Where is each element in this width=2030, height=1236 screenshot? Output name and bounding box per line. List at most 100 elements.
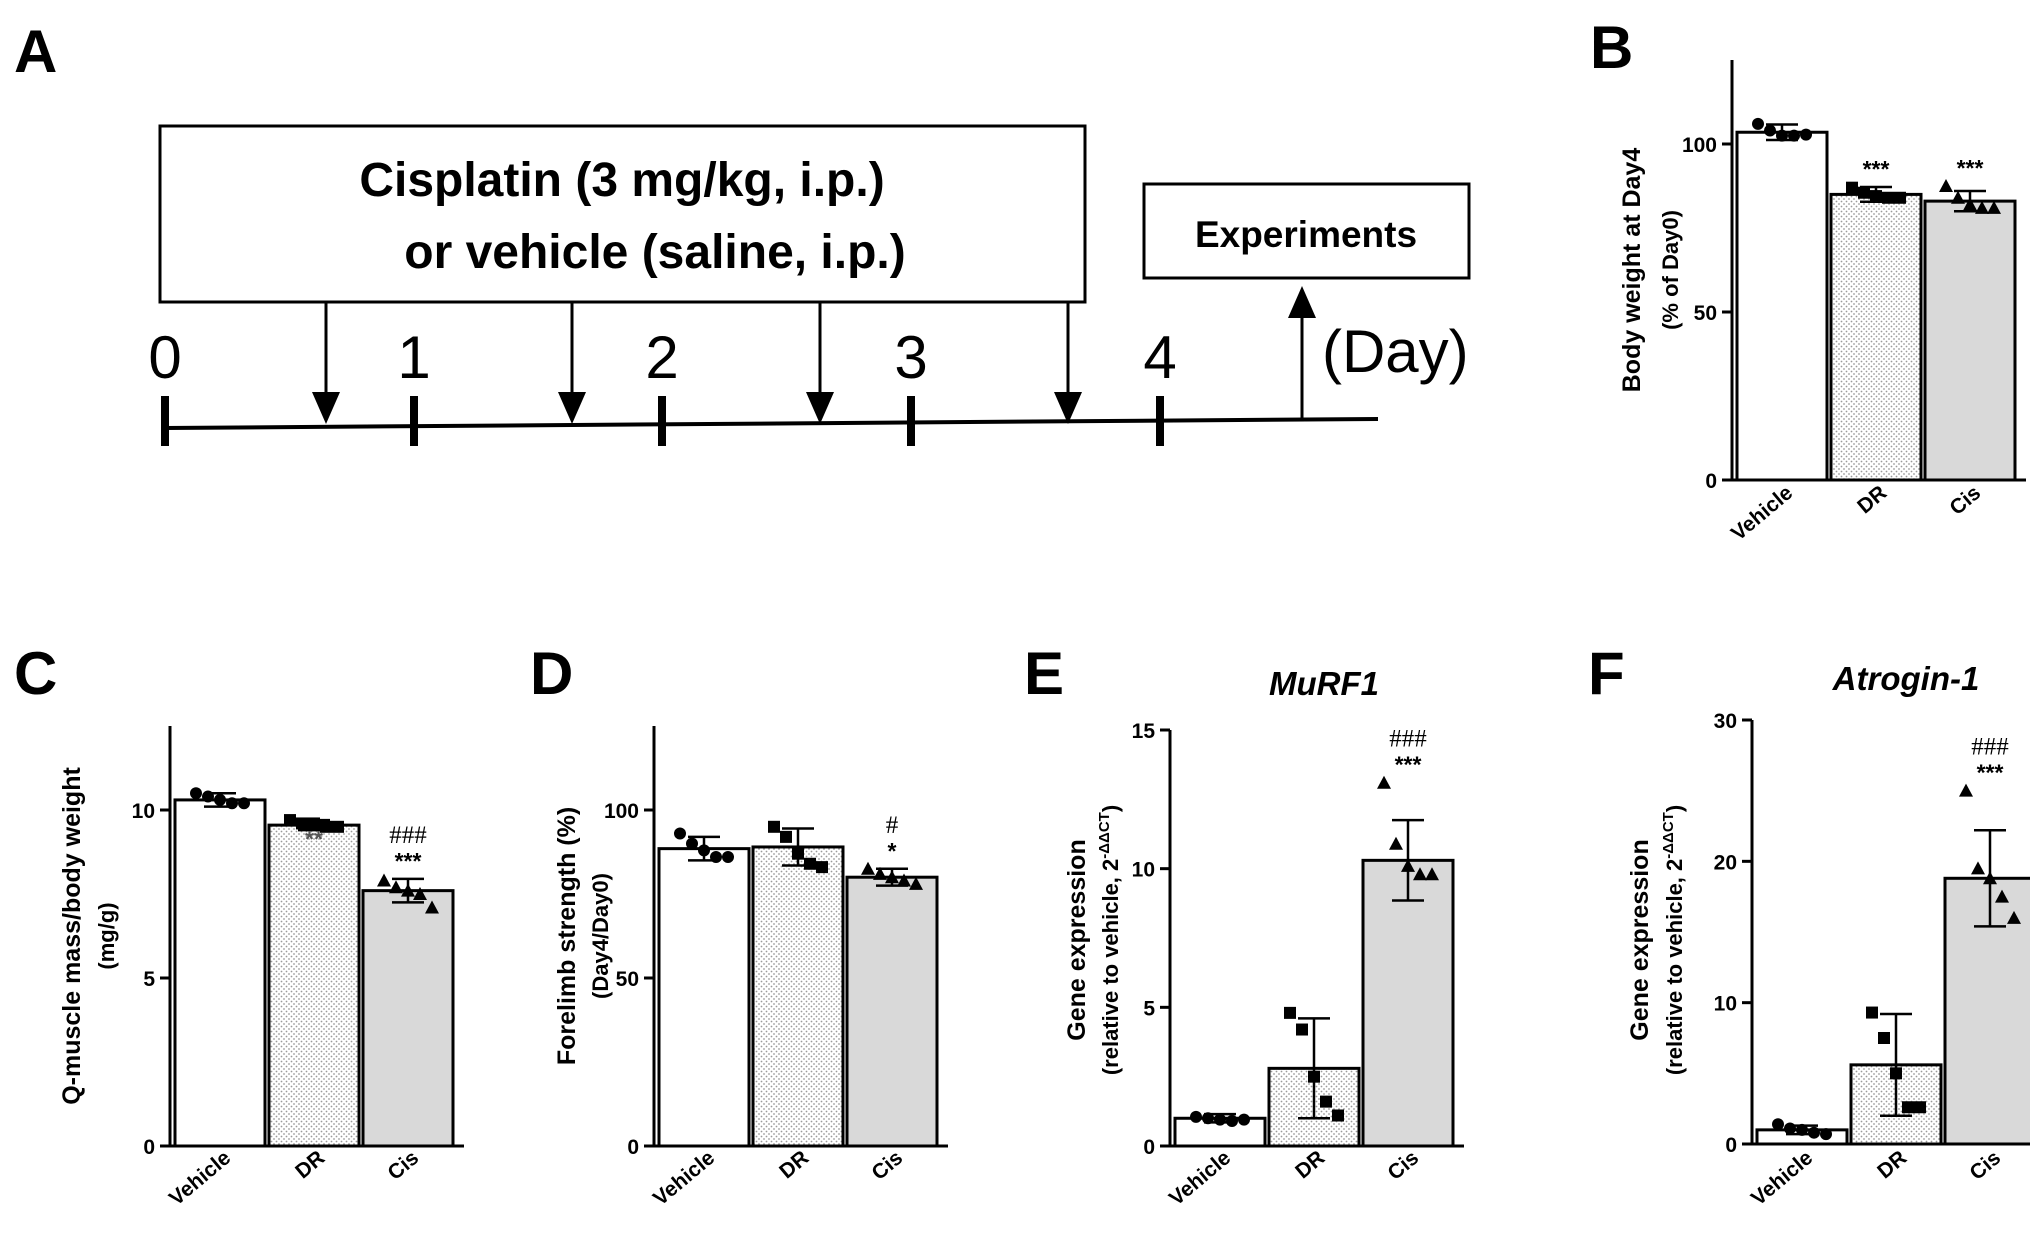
y-tick-label-1: 50: [616, 968, 639, 991]
data-point-1-2: [1308, 1070, 1320, 1083]
data-point-0-2: [1796, 1123, 1808, 1136]
day-number-3: 3: [894, 324, 927, 391]
significance-stars-1: **: [305, 826, 323, 852]
significance-stars-2: *: [888, 838, 897, 864]
y-axis-sublabel: (% of Day0): [1658, 210, 1683, 330]
data-point-1-3: [1320, 1095, 1332, 1108]
category-label-dr: DR: [775, 1146, 813, 1183]
data-point-1-4: [332, 820, 344, 833]
day-number-0: 0: [148, 324, 181, 391]
data-point-0-0: [190, 787, 202, 800]
data-point-1-0: [768, 820, 780, 833]
y-tick-label-0: 0: [1705, 470, 1717, 493]
data-point-1-1: [1858, 186, 1870, 199]
data-point-0-0: [1752, 117, 1764, 130]
data-point-2-1: [1951, 190, 1965, 204]
data-point-2-0: [1377, 775, 1391, 789]
data-point-2-3: [1995, 889, 2009, 903]
category-label-dr: DR: [291, 1146, 329, 1183]
data-point-0-0: [674, 827, 686, 840]
data-point-2-0: [1959, 783, 1973, 797]
data-point-0-4: [1800, 128, 1812, 141]
data-point-0-2: [1214, 1113, 1226, 1126]
data-point-0-4: [1238, 1113, 1250, 1126]
data-point-2-4: [2007, 910, 2021, 924]
panel-label-c: C: [14, 640, 57, 707]
timeline-axis: 0 1 2 3 4 (Day): [148, 286, 1469, 446]
category-label-cis: Cis: [1965, 1146, 2005, 1185]
data-point-1-0: [1866, 1006, 1878, 1019]
data-point-2-2: [401, 883, 415, 897]
data-point-1-0: [284, 814, 296, 827]
category-label-cis: Cis: [383, 1146, 423, 1185]
y-axis-sublabel: (Day4/Day0): [588, 873, 613, 999]
y-tick-label-0: 0: [1143, 1136, 1155, 1159]
category-label-dr: DR: [1853, 481, 1891, 518]
data-point-1-4: [1894, 191, 1906, 204]
bar-cis: [845, 875, 939, 1148]
y-tick-label-1: 10: [1714, 993, 1737, 1016]
experiment-arrowhead: [1288, 286, 1316, 318]
day-number-4: 4: [1143, 324, 1176, 391]
treatment-line-2: or vehicle (saline, i.p.): [404, 226, 906, 279]
data-point-0-1: [686, 837, 698, 850]
bar-dr: [267, 823, 361, 1148]
data-point-2-2: [885, 870, 899, 884]
y-tick-label-3: 15: [1132, 720, 1156, 743]
y-tick-label-3: 30: [1714, 710, 1737, 733]
y-tick-label-2: 10: [1132, 859, 1155, 882]
experiments-box: [1142, 182, 1471, 280]
y-axis-sublabel-text: (relative to vehicle, 2: [1662, 859, 1687, 1075]
data-point-0-3: [1808, 1126, 1820, 1139]
data-point-1-3: [320, 820, 332, 833]
data-point-1-3: [1902, 1101, 1914, 1114]
y-tick-label-0: 0: [143, 1136, 155, 1159]
dose-arrowhead-2: [806, 392, 834, 424]
y-axis-sublabel: (relative to vehicle, 2-ΔΔCT): [1096, 805, 1123, 1075]
data-point-0-3: [226, 797, 238, 810]
y-axis-sublabel-text: (mg/g): [94, 902, 119, 969]
data-point-0-3: [1226, 1115, 1238, 1128]
data-point-2-2: [1401, 858, 1415, 872]
data-point-2-0: [1939, 179, 1953, 192]
significance-stars-2: ***: [1977, 760, 2004, 786]
y-axis-sublabel-text: (relative to vehicle, 2: [1098, 859, 1123, 1075]
data-point-1-2: [1890, 1067, 1902, 1080]
data-point-2-4: [1425, 867, 1439, 881]
significance-hash-2: ###: [1971, 734, 2009, 761]
y-axis-sublabel-exponent: -ΔΔCT: [1096, 812, 1113, 859]
data-point-2-1: [1971, 861, 1985, 875]
y-tick-label-0: 0: [627, 1136, 639, 1159]
data-point-2-3: [1975, 200, 1989, 214]
y-axis-label: Gene expression: [1063, 839, 1091, 1040]
data-point-2-4: [1987, 200, 2001, 214]
y-axis-sublabel-exponent: -ΔΔCT: [1660, 812, 1677, 859]
category-label-dr: DR: [1873, 1146, 1911, 1183]
data-point-1-2: [792, 847, 804, 860]
y-axis-sublabel-text: (Day4/Day0): [588, 873, 613, 999]
bar-dr: [1829, 192, 1923, 482]
experiments-label: Experiments: [1195, 214, 1417, 255]
y-tick-label-2: 20: [1714, 851, 1737, 874]
chart-title: MuRF1: [1269, 665, 1379, 702]
data-point-2-0: [377, 873, 391, 887]
bar-cis: [361, 889, 455, 1148]
data-point-0-1: [1784, 1122, 1796, 1135]
y-axis-label: Body weight at Day4: [1618, 148, 1646, 393]
category-label-vehicle: Vehicle: [1747, 1146, 1817, 1210]
data-point-0-0: [1190, 1110, 1202, 1123]
y-tick-label-2: 100: [604, 800, 639, 823]
data-point-2-2: [1983, 871, 1997, 885]
data-point-1-2: [1870, 190, 1882, 203]
data-point-1-4: [1914, 1101, 1926, 1114]
data-point-2-1: [1389, 836, 1403, 850]
day-number-2: 2: [645, 324, 678, 391]
data-point-1-0: [1284, 1006, 1296, 1019]
y-tick-label-2: 100: [1682, 134, 1717, 157]
category-label-dr: DR: [1291, 1146, 1329, 1183]
panel-label-f: F: [1588, 640, 1625, 707]
